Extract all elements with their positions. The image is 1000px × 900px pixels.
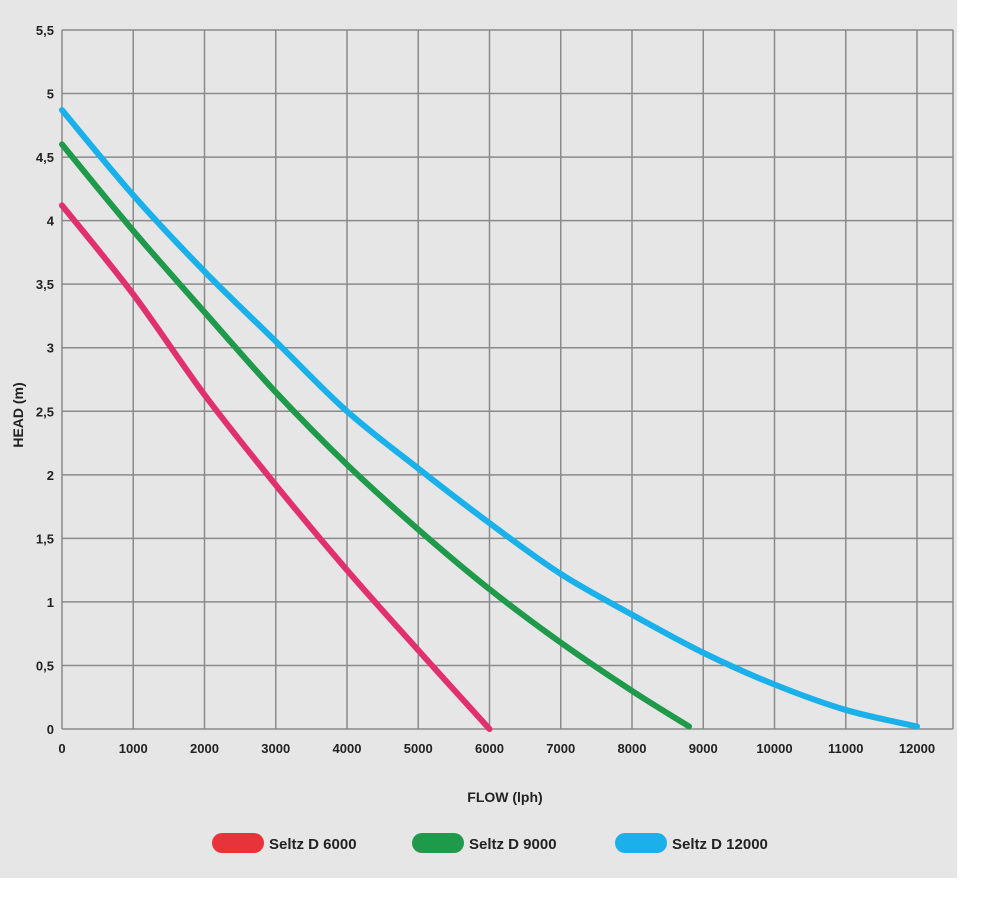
y-tick-label: 5: [47, 87, 54, 102]
y-tick-label: 4: [47, 214, 55, 229]
y-tick-label: 0: [47, 722, 54, 737]
y-tick-label: 1: [47, 595, 54, 610]
legend-swatch: [615, 833, 667, 853]
x-tick-label: 8000: [618, 741, 647, 756]
y-tick-label: 3,5: [36, 277, 54, 292]
legend-label: Seltz D 9000: [469, 836, 557, 853]
x-tick-label: 0: [58, 741, 65, 756]
y-tick-label: 3: [47, 341, 54, 356]
x-tick-label: 2000: [190, 741, 219, 756]
y-tick-label: 2: [47, 468, 54, 483]
x-tick-label: 9000: [689, 741, 718, 756]
x-tick-label: 1000: [119, 741, 148, 756]
y-tick-label: 5,5: [36, 23, 54, 38]
legend-label: Seltz D 6000: [269, 836, 357, 853]
series-line-2: [59, 107, 920, 730]
x-tick-label: 11000: [828, 741, 863, 756]
x-tick-label: 4000: [333, 741, 362, 756]
y-tick-label: 2,5: [36, 404, 54, 419]
y-tick-label: 4,5: [36, 150, 54, 165]
legend-swatch: [212, 833, 264, 853]
series-line-1: [59, 141, 692, 730]
x-axis-label: FLOW (lph): [467, 789, 542, 805]
x-tick-label: 6000: [475, 741, 504, 756]
x-tick-label: 10000: [756, 741, 792, 756]
legend-swatch: [412, 833, 464, 853]
x-tick-label: 3000: [261, 741, 290, 756]
legend-label: Seltz D 12000: [672, 836, 768, 853]
series-line-0: [59, 202, 493, 732]
y-tick-label: 0,5: [36, 658, 54, 673]
x-tick-label: 7000: [546, 741, 575, 756]
y-tick-label: 1,5: [36, 531, 54, 546]
x-tick-label: 5000: [404, 741, 433, 756]
x-tick-label: 12000: [899, 741, 935, 756]
chart-background: [0, 0, 957, 878]
y-axis-label: HEAD (m): [10, 382, 26, 447]
